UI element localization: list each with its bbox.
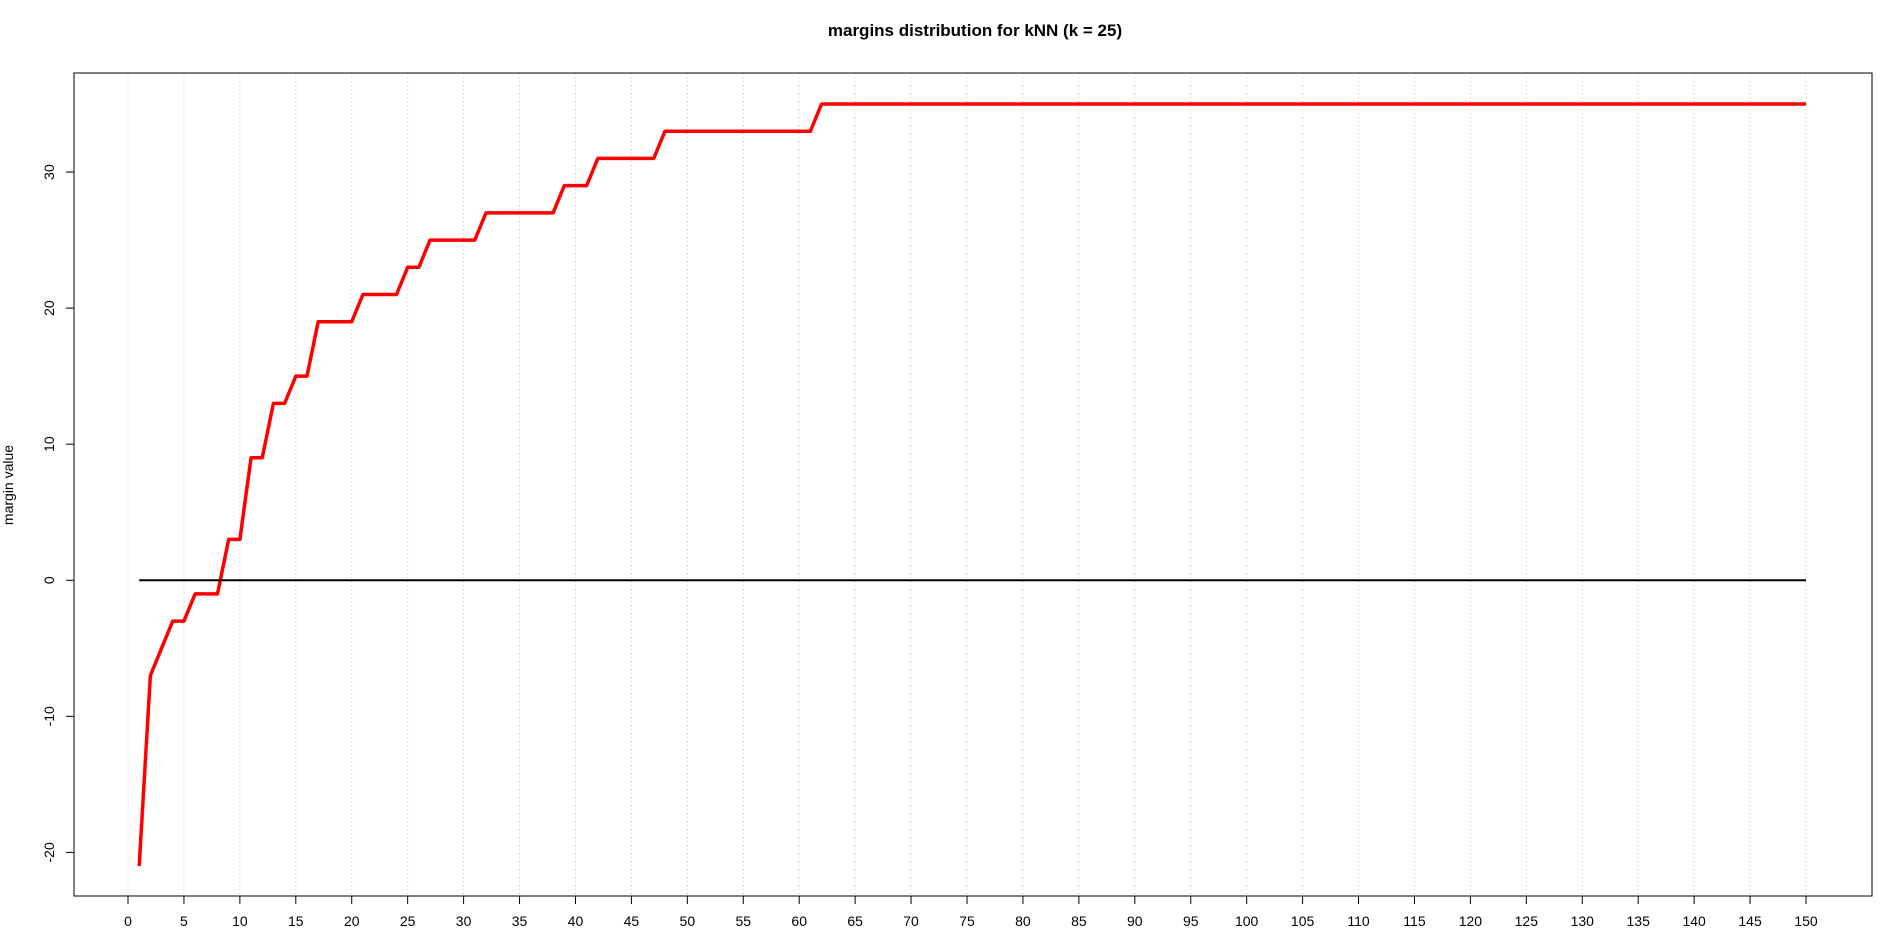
x-tick-label: 120 xyxy=(1459,913,1483,929)
x-tick-label: 15 xyxy=(288,913,304,929)
grid-lines xyxy=(127,73,1807,896)
x-tick-label: 80 xyxy=(1015,913,1031,929)
x-tick-label: 35 xyxy=(512,913,528,929)
x-tick-label: 60 xyxy=(791,913,807,929)
x-tick-label: 130 xyxy=(1571,913,1595,929)
x-tick-label: 85 xyxy=(1071,913,1087,929)
x-tick-label: 25 xyxy=(400,913,416,929)
x-axis: 0 5 10 15 20 25 30 35 40 45 50 55 60 65 70 75 80 85 90 95 10… xyxy=(124,896,1818,929)
y-tick-label: -10 xyxy=(41,706,57,726)
plot-frame xyxy=(73,72,1873,897)
series-layer xyxy=(137,102,1806,867)
chart-title: margins distribution for kNN (k = 25) xyxy=(828,21,1122,40)
x-tick-label: 75 xyxy=(959,913,975,929)
y-tick-label: 10 xyxy=(41,436,57,452)
x-tick-label: 30 xyxy=(456,913,472,929)
x-tick-label: 95 xyxy=(1183,913,1199,929)
x-tick-label: 110 xyxy=(1347,913,1370,929)
x-tick-label: 145 xyxy=(1738,913,1762,929)
y-tick-label: 0 xyxy=(41,576,57,584)
x-tick-label: 150 xyxy=(1794,913,1818,929)
x-tick-label: 55 xyxy=(735,913,751,929)
x-tick-label: 105 xyxy=(1291,913,1315,929)
x-tick-label: 65 xyxy=(847,913,863,929)
y-axis-label: margin value xyxy=(0,445,16,525)
x-tick-label: 0 xyxy=(124,913,132,929)
x-tick-label: 140 xyxy=(1682,913,1706,929)
x-tick-label: 40 xyxy=(568,913,584,929)
y-tick-label: 20 xyxy=(41,300,57,316)
y-axis: -20 -10 0 10 20 30 xyxy=(41,164,74,863)
x-tick-label: 125 xyxy=(1515,913,1539,929)
x-tick-label: 45 xyxy=(624,913,640,929)
y-tick-label: 30 xyxy=(41,164,57,180)
x-tick-label: 10 xyxy=(232,913,248,929)
x-tick-label: 5 xyxy=(180,913,188,929)
y-tick-label: -20 xyxy=(41,842,57,862)
x-tick-label: 20 xyxy=(344,913,360,929)
margin-series-line xyxy=(137,102,1806,867)
x-tick-label: 70 xyxy=(903,913,919,929)
x-tick-label: 115 xyxy=(1403,913,1426,929)
x-tick-label: 90 xyxy=(1127,913,1143,929)
x-tick-label: 135 xyxy=(1627,913,1651,929)
x-tick-label: 100 xyxy=(1235,913,1259,929)
x-tick-label: 50 xyxy=(680,913,696,929)
